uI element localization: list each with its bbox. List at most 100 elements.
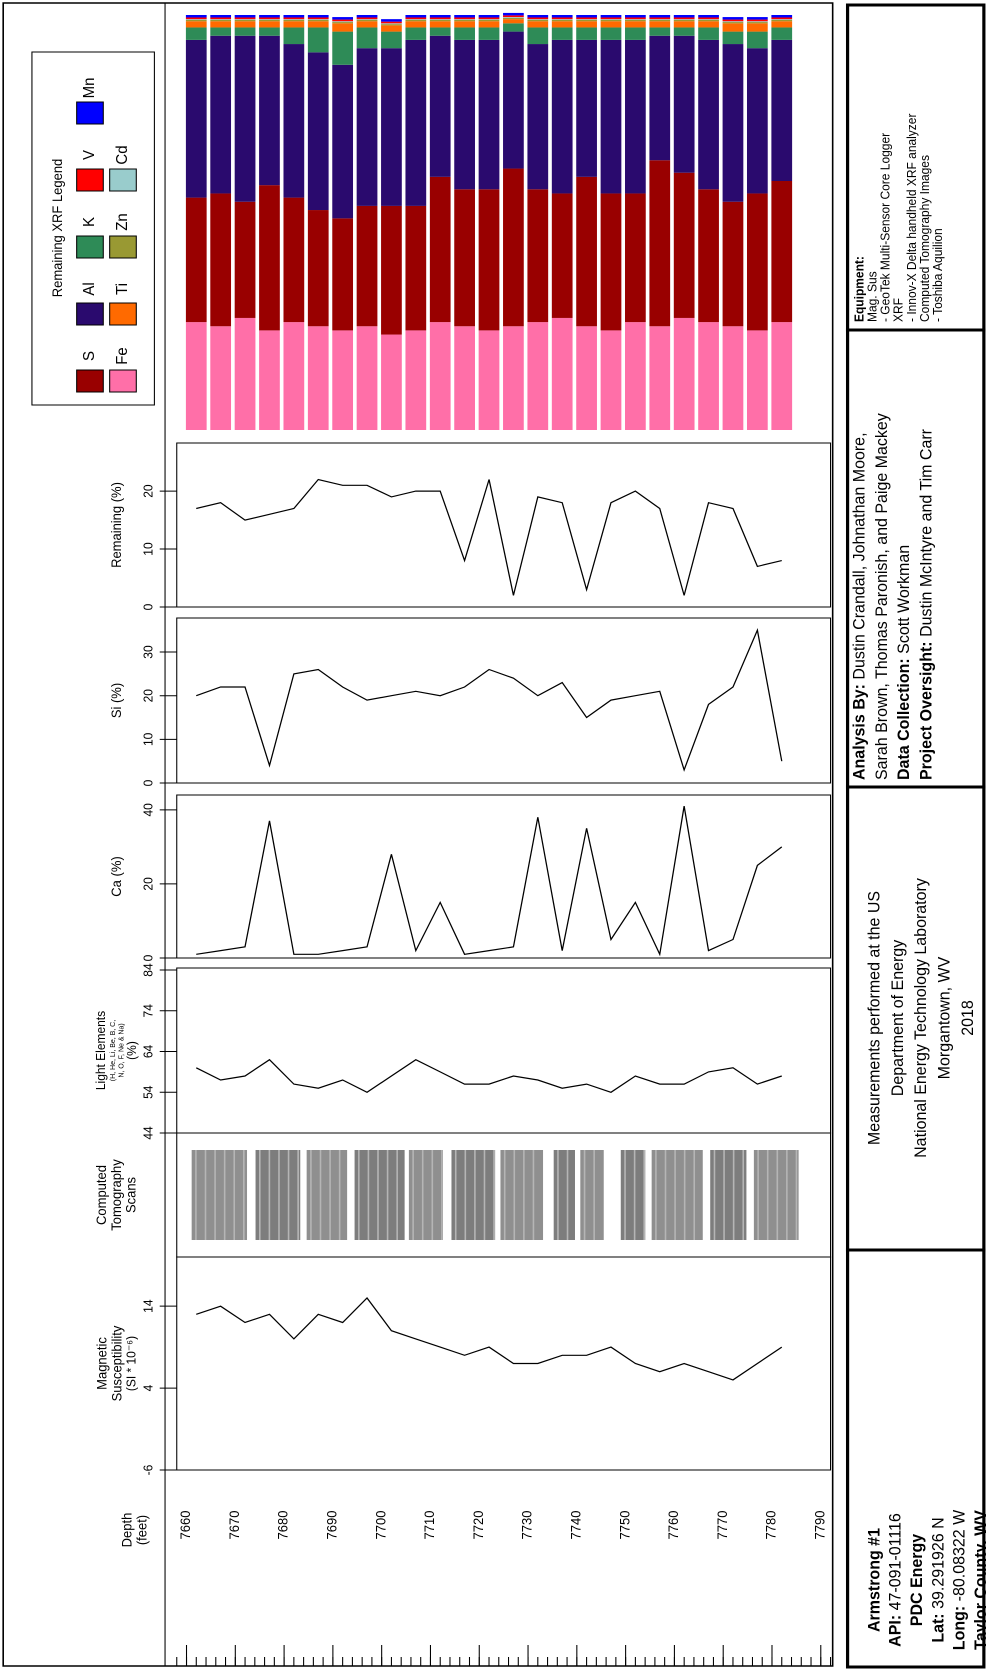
stack-segment: [186, 40, 207, 198]
ct-scan: [451, 1150, 495, 1240]
stack-segment: [674, 17, 695, 19]
stack-segment: [430, 17, 451, 19]
stack-segment: [479, 40, 500, 189]
stack-segment: [405, 40, 426, 206]
stack-segment: [283, 15, 304, 17]
x-tick-label: 7790: [812, 1511, 827, 1540]
stack-segment: [430, 36, 451, 177]
legend-swatch: [110, 370, 137, 392]
track-label: Scans: [123, 1177, 138, 1213]
stack-segment: [357, 27, 378, 48]
stack-segment: [576, 326, 597, 430]
stack-segment: [332, 21, 353, 22]
stack-segment: [430, 27, 451, 35]
stack-segment: [723, 326, 744, 430]
track-label: Magnetic: [94, 1337, 109, 1390]
stack-segment: [649, 21, 670, 27]
text: Measurements performed at the US: [864, 891, 884, 1145]
stack-segment: [332, 330, 353, 430]
y-tick-label: 84: [141, 963, 155, 976]
stack-segment: [332, 65, 353, 219]
track-label: Si (%): [108, 683, 123, 718]
stack-segment: [698, 15, 719, 17]
stack-segment: [503, 169, 524, 327]
stack-segment: [625, 19, 646, 20]
bold-label: PDC Energy: [907, 1533, 927, 1626]
stack-segment: [601, 17, 622, 19]
data-line: [196, 480, 782, 596]
stack-segment: [698, 27, 719, 39]
stack-segment: [259, 15, 280, 17]
stack-segment: [649, 17, 670, 19]
text: Dustin McIntyre and Tim Carr: [916, 429, 936, 637]
stack-segment: [283, 322, 304, 430]
track-frame: [177, 795, 831, 958]
stack-segment: [503, 15, 524, 17]
y-tick-label: 4: [141, 1385, 155, 1392]
ct-scan: [192, 1150, 247, 1240]
stack-segment: [405, 27, 426, 39]
stack-segment: [552, 17, 573, 19]
stack-segment: [674, 27, 695, 35]
bold-label: API:: [886, 1615, 906, 1647]
stack-segment: [601, 330, 622, 430]
stack-segment: [576, 40, 597, 177]
stack-segment: [771, 19, 792, 20]
stack-segment: [674, 20, 695, 21]
stack-segment: [210, 15, 231, 17]
measurements-line: Measurements performed at the US: [864, 891, 884, 1145]
stack-segment: [332, 23, 353, 31]
stack-segment: [259, 19, 280, 20]
analysis-line: Analysis By: Dustin Crandall, Johnathan …: [849, 432, 869, 780]
x-tick-label: 7760: [666, 1511, 681, 1540]
stack-segment: [454, 326, 475, 430]
stack-segment: [259, 20, 280, 21]
y-tick-label: 0: [141, 955, 155, 962]
legend-swatch: [77, 303, 104, 325]
stack-segment: [771, 20, 792, 21]
stack-segment: [210, 193, 231, 326]
stack-segment: [454, 17, 475, 19]
data-line: [196, 1298, 782, 1380]
stack-segment: [576, 21, 597, 27]
stack-segment: [723, 202, 744, 327]
stack-segment: [235, 15, 256, 17]
stack-segment: [674, 36, 695, 173]
stack-segment: [381, 22, 402, 24]
stack-segment: [552, 318, 573, 430]
stack-segment: [259, 27, 280, 35]
stack-segment: [308, 20, 329, 21]
stack-segment: [552, 40, 573, 194]
stack-segment: [357, 21, 378, 27]
stack-segment: [405, 21, 426, 27]
ct-scan: [652, 1150, 703, 1240]
x-tick-label: 7730: [519, 1511, 534, 1540]
stack-segment: [576, 27, 597, 39]
stack-segment: [430, 20, 451, 21]
stack-segment: [625, 27, 646, 39]
track-frame: [177, 1257, 831, 1470]
stack-segment: [405, 206, 426, 331]
equipment-line: - GeoTek Multi-Sensor Core Logger: [879, 133, 893, 322]
stack-segment: [186, 19, 207, 20]
stack-segment: [235, 19, 256, 20]
stack-segment: [649, 36, 670, 161]
stack-segment: [625, 322, 646, 430]
x-tick-label: 7780: [763, 1511, 778, 1540]
well-line: PDC Energy: [907, 1533, 927, 1626]
track-label: (%): [125, 1041, 139, 1060]
stack-segment: [601, 15, 622, 17]
x-tick-label: 7770: [714, 1511, 729, 1540]
stack-segment: [747, 22, 768, 23]
stack-segment: [552, 15, 573, 17]
stack-segment: [381, 23, 402, 24]
stack-segment: [381, 32, 402, 49]
stack-segment: [552, 27, 573, 39]
stack-segment: [527, 27, 548, 44]
stack-segment: [747, 20, 768, 22]
stack-segment: [625, 20, 646, 21]
track-label: Computed: [94, 1165, 109, 1225]
data-line: [196, 1060, 782, 1093]
stack-segment: [381, 206, 402, 335]
stack-segment: [235, 318, 256, 430]
